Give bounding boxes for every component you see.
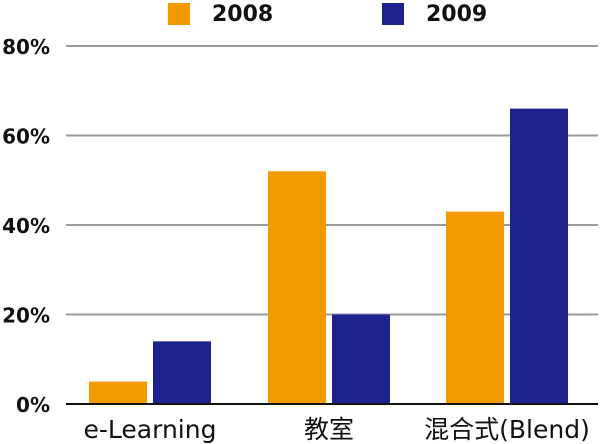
- chart-legend: 2008 2009: [0, 0, 600, 30]
- legend-swatch-2008: [168, 3, 190, 25]
- bar-2009-2: [510, 108, 568, 405]
- legend-item-2009: 2009: [382, 1, 488, 27]
- y-tick-label-40: 40%: [2, 214, 50, 238]
- legend-swatch-2009: [382, 3, 404, 25]
- x-tick-label-1: 教室: [304, 415, 354, 444]
- bar-2008-0: [89, 381, 147, 404]
- legend-label-2008: 2008: [212, 1, 274, 27]
- bar-2008-1: [268, 171, 326, 404]
- x-tick-label-2: 混合式(Blend): [424, 415, 590, 444]
- legend-label-2009: 2009: [426, 1, 488, 27]
- y-tick-label-0: 0%: [16, 393, 50, 417]
- legend-item-2008: 2008: [168, 1, 274, 27]
- x-tick-label-0: e-Learning: [84, 415, 217, 444]
- y-tick-label-80: 80%: [2, 35, 50, 59]
- bar-2009-1: [332, 314, 390, 404]
- bar-2008-2: [446, 211, 504, 404]
- bar-2009-0: [153, 341, 211, 404]
- y-tick-label-20: 20%: [2, 304, 50, 328]
- y-tick-label-60: 60%: [2, 125, 50, 149]
